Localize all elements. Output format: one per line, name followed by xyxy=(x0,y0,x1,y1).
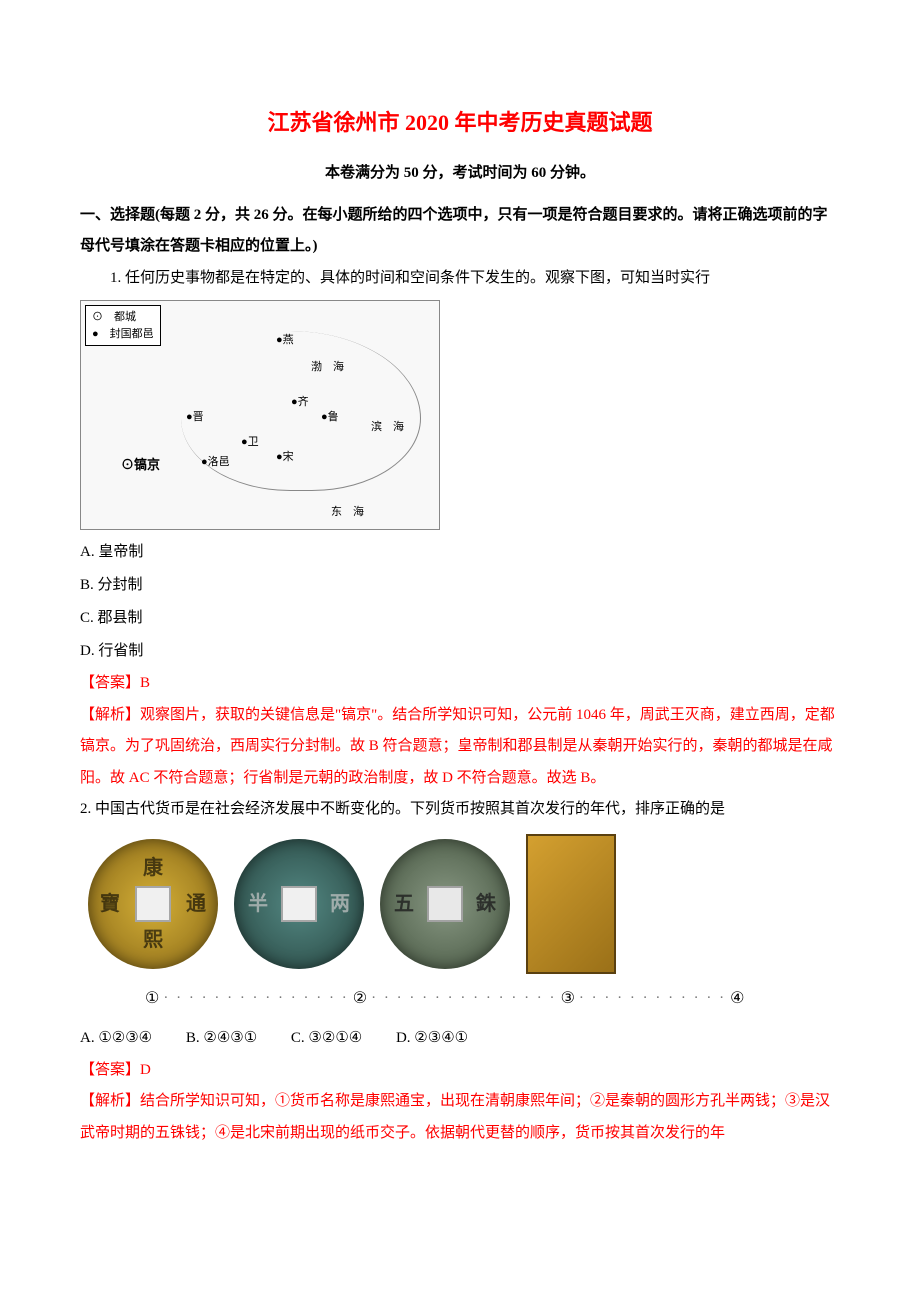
coin1-char-bottom: 熙 xyxy=(143,919,163,961)
q2-body: 中国古代货币是在社会经济发展中不断变化的。下列货币按照其首次发行的年代，排序正确… xyxy=(95,801,725,817)
q1-body: 任何历史事物都是在特定的、具体的时间和空间条件下发生的。观察下图，可知当时实行 xyxy=(125,270,710,286)
q2-option-c: C. ③②①④ xyxy=(291,1023,362,1055)
label-haojing: ⊙镐京 xyxy=(121,451,160,478)
q1-map-image: ⊙ 都城 ● 封国都邑 ●燕 渤 海 ●齐 ●鲁 滨 海 ●晋 ●卫 ●宋 ●洛… xyxy=(80,300,440,530)
q1-option-b: B. 分封制 xyxy=(80,569,840,602)
question-1-text: 1. 任何历史事物都是在特定的、具体的时间和空间条件下发生的。观察下图，可知当时… xyxy=(80,263,840,295)
label-lu: ●鲁 xyxy=(321,406,339,429)
coin1-hole xyxy=(135,886,171,922)
q1-option-c: C. 郡县制 xyxy=(80,602,840,635)
page-subtitle: 本卷满分为 50 分，考试时间为 60 分钟。 xyxy=(80,158,840,190)
q2-option-d: D. ②③④① xyxy=(396,1023,468,1055)
coin2-hole xyxy=(281,886,317,922)
q2-answer: 【答案】D xyxy=(80,1055,840,1087)
coin1-char-left: 寶 xyxy=(100,883,120,925)
coin-images-row: 康 通 熙 寶 半 两 五 銖 xyxy=(80,826,840,978)
coin3-char-left: 五 xyxy=(394,883,414,925)
label-bohai: 渤 海 xyxy=(311,356,344,379)
num-label-2: ② xyxy=(353,982,367,1016)
dots-3: · · · · · · · · · · · · xyxy=(579,983,726,1015)
label-wei: ●卫 xyxy=(241,431,259,454)
coin3-hole xyxy=(427,886,463,922)
num-label-3: ③ xyxy=(561,982,575,1016)
page-title: 江苏省徐州市 2020 年中考历史真题试题 xyxy=(80,100,840,146)
dots-1: · · · · · · · · · · · · · · · xyxy=(163,983,348,1015)
coin-4-jiaozi xyxy=(526,834,616,974)
legend-capital: ⊙ 都城 xyxy=(92,309,154,326)
question-2-text: 2. 中国古代货币是在社会经济发展中不断变化的。下列货币按照其首次发行的年代，排… xyxy=(80,794,840,826)
q2-options: A. ①②③④ B. ②④③① C. ③②①④ D. ②③④① xyxy=(80,1023,840,1055)
coin-number-labels: ① · · · · · · · · · · · · · · · ② · · · … xyxy=(80,978,840,1024)
q2-option-a: A. ①②③④ xyxy=(80,1023,152,1055)
coin2-char-right: 两 xyxy=(330,883,350,925)
q2-number: 2. xyxy=(80,801,91,817)
q1-option-d: D. 行省制 xyxy=(80,635,840,668)
num-label-4: ④ xyxy=(730,982,744,1016)
q1-analysis: 【解析】观察图片，获取的关键信息是"镐京"。结合所学知识可知，公元前 1046 … xyxy=(80,700,840,795)
q2-option-b: B. ②④③① xyxy=(186,1023,257,1055)
q2-analysis: 【解析】结合所学知识可知，①货币名称是康熙通宝，出现在清朝康熙年间；②是秦朝的圆… xyxy=(80,1086,840,1149)
label-jin: ●晋 xyxy=(186,406,204,429)
coin3-char-right: 銖 xyxy=(476,883,496,925)
coin-3-wuzhu: 五 銖 xyxy=(380,839,510,969)
coin2-char-left: 半 xyxy=(248,883,268,925)
label-qi: ●齐 xyxy=(291,391,309,414)
q1-option-a: A. 皇帝制 xyxy=(80,536,840,569)
label-song: ●宋 xyxy=(276,446,294,469)
label-luoyi: ●洛邑 xyxy=(201,451,230,474)
coin-2-banliang: 半 两 xyxy=(234,839,364,969)
dots-2: · · · · · · · · · · · · · · · xyxy=(371,983,556,1015)
legend-fief: ● 封国都邑 xyxy=(92,326,154,343)
coin-1-kangxi: 康 通 熙 寶 xyxy=(88,839,218,969)
coin1-char-top: 康 xyxy=(143,847,163,889)
section-1-heading: 一、选择题(每题 2 分，共 26 分。在每小题所给的四个选项中，只有一项是符合… xyxy=(80,200,840,263)
map-legend: ⊙ 都城 ● 封国都邑 xyxy=(85,305,161,346)
label-yan: ●燕 xyxy=(276,329,294,352)
q1-number: 1. xyxy=(110,270,121,286)
label-binhai: 滨 海 xyxy=(371,416,404,439)
num-label-1: ① xyxy=(145,982,159,1016)
label-donghai: 东 海 xyxy=(331,501,364,524)
q1-answer: 【答案】B xyxy=(80,668,840,700)
coin1-char-right: 通 xyxy=(186,883,206,925)
